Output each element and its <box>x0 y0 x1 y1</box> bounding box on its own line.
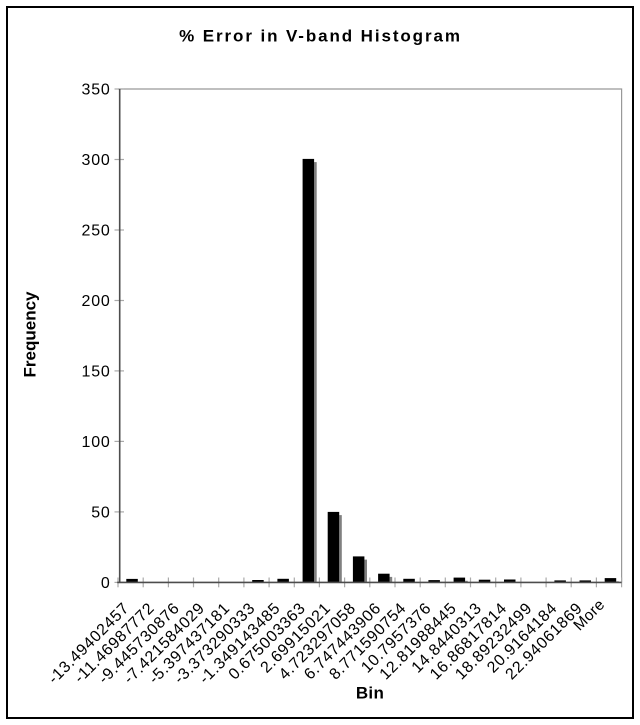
svg-text:300: 300 <box>82 152 111 169</box>
svg-text:100: 100 <box>82 434 111 451</box>
svg-text:350: 350 <box>82 82 111 99</box>
svg-text:200: 200 <box>82 293 111 310</box>
svg-text:150: 150 <box>82 364 111 381</box>
svg-text:250: 250 <box>82 223 111 240</box>
svg-text:50: 50 <box>91 505 110 522</box>
svg-text:0: 0 <box>101 575 111 592</box>
svg-text:% Error in V-band Histogram: % Error in V-band Histogram <box>179 27 462 46</box>
svg-text:Frequency: Frequency <box>21 291 40 378</box>
svg-text:Bin: Bin <box>356 684 384 703</box>
